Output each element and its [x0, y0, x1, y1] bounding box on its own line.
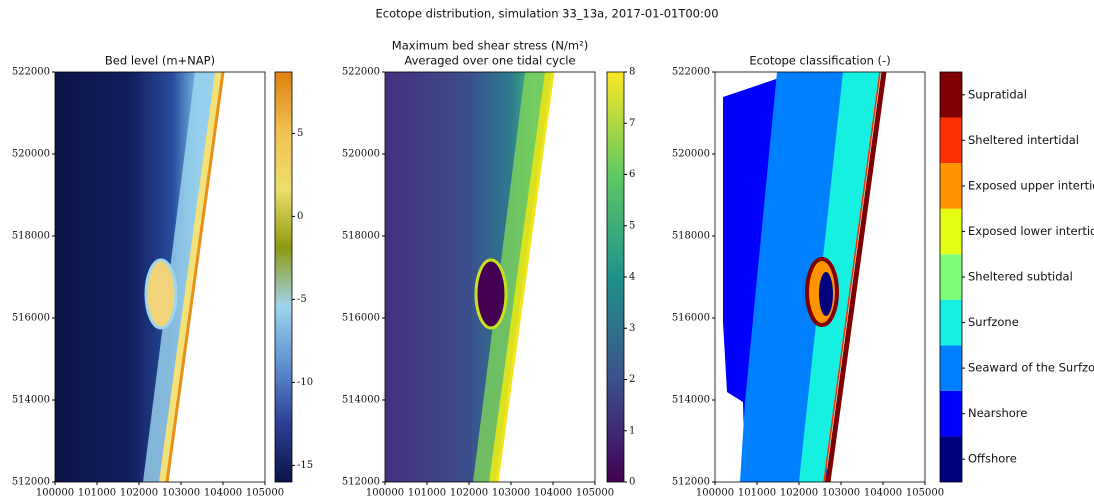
colorbar-swatch [940, 254, 962, 300]
y-tick-label: 516000 [342, 313, 380, 324]
map-field [723, 72, 884, 482]
colorbar-swatch [940, 345, 962, 391]
panel-subtitle: Averaged over one tidal cycle [404, 54, 575, 68]
x-tick-label: 103000 [492, 488, 530, 499]
colorbar-tick-label: 5 [629, 220, 635, 231]
y-tick-label: 522000 [12, 67, 50, 78]
y-tick-label: 516000 [672, 313, 710, 324]
x-tick-label: 102000 [120, 488, 158, 499]
colorbar-swatch [940, 436, 962, 482]
colorbar-tick-label: -10 [297, 377, 313, 388]
x-tick-label: 105000 [246, 488, 284, 499]
x-tick-label: 104000 [864, 488, 902, 499]
x-tick-label: 102000 [780, 488, 818, 499]
colorbar-label: Surfzone [968, 315, 1019, 329]
y-tick-label: 518000 [12, 231, 50, 242]
colorbar-tick-label: 0 [629, 477, 635, 488]
panel-title: Maximum bed shear stress (N/m²) [392, 39, 588, 53]
colorbar-swatch [940, 391, 962, 437]
x-tick-label: 104000 [204, 488, 242, 499]
colorbar-tick-label: 5 [297, 128, 303, 139]
colorbar-label: Exposed lower intertidal [968, 224, 1094, 238]
colorbar-label: Sheltered intertidal [968, 133, 1079, 147]
y-tick-label: 518000 [672, 231, 710, 242]
y-tick-label: 514000 [672, 395, 710, 406]
x-tick-label: 101000 [78, 488, 116, 499]
map-field [385, 72, 553, 482]
y-tick-label: 512000 [12, 477, 50, 488]
panel-title: Bed level (m+NAP) [105, 54, 215, 68]
colorbar-label: Supratidal [968, 87, 1027, 101]
x-tick-label: 101000 [408, 488, 446, 499]
y-tick-label: 514000 [342, 395, 380, 406]
colorbar-tick-label: -15 [297, 460, 313, 471]
colorbar-label: Nearshore [968, 406, 1027, 420]
map-field [55, 72, 223, 482]
shoal [146, 260, 176, 328]
y-tick-label: 512000 [672, 477, 710, 488]
colorbar-tick-label: 8 [629, 67, 635, 78]
x-tick-label: 105000 [576, 488, 614, 499]
figure: Ecotope distribution, simulation 33_13a,… [0, 0, 1094, 501]
colorbar-tick-label: 6 [629, 169, 635, 180]
x-tick-label: 103000 [162, 488, 200, 499]
colorbar-swatch [940, 118, 962, 164]
x-tick-label: 100000 [696, 488, 734, 499]
colorbar-tick-label: 2 [629, 374, 635, 385]
shoal [476, 260, 506, 328]
figure-title: Ecotope distribution, simulation 33_13a,… [375, 7, 718, 21]
y-tick-label: 520000 [342, 149, 380, 160]
y-tick-label: 514000 [12, 395, 50, 406]
x-tick-label: 104000 [534, 488, 572, 499]
colorbar-label: Offshore [968, 452, 1017, 466]
colorbar-swatch [940, 209, 962, 255]
colorbar-tick-label: 4 [629, 272, 635, 283]
colorbar-swatch [940, 72, 962, 118]
x-tick-label: 102000 [450, 488, 488, 499]
colorbar [607, 72, 624, 482]
x-tick-label: 103000 [822, 488, 860, 499]
shoal-core [819, 272, 833, 316]
y-tick-label: 520000 [672, 149, 710, 160]
colorbar-tick-label: 3 [629, 323, 635, 334]
colorbar-label: Sheltered subtidal [968, 270, 1073, 284]
colorbar [275, 72, 292, 482]
x-tick-label: 101000 [738, 488, 776, 499]
colorbar-tick-label: 7 [629, 118, 635, 129]
y-tick-label: 522000 [672, 67, 710, 78]
colorbar-swatch [940, 300, 962, 346]
y-tick-label: 518000 [342, 231, 380, 242]
colorbar-swatch [940, 163, 962, 209]
colorbar-label: Exposed upper intertidal [968, 178, 1094, 192]
x-tick-label: 100000 [36, 488, 74, 499]
colorbar-tick-label: 1 [629, 425, 635, 436]
colorbar-tick-label: 0 [297, 211, 303, 222]
x-tick-label: 105000 [906, 488, 944, 499]
colorbar-tick-label: -5 [297, 294, 307, 305]
y-tick-label: 522000 [342, 67, 380, 78]
x-tick-label: 100000 [366, 488, 404, 499]
panel-title: Ecotope classification (-) [749, 54, 890, 68]
y-tick-label: 512000 [342, 477, 380, 488]
y-tick-label: 516000 [12, 313, 50, 324]
y-tick-label: 520000 [12, 149, 50, 160]
colorbar-label: Seaward of the Surfzone [968, 361, 1094, 375]
